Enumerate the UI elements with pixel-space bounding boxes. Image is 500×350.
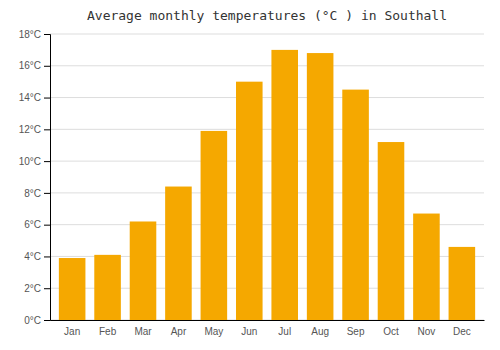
grid-line	[50, 161, 484, 162]
tick: Jun	[241, 326, 257, 337]
tick-mark	[44, 34, 50, 35]
axis-line	[44, 35, 51, 321]
tick-label: May	[204, 326, 223, 337]
axis-line	[51, 320, 485, 321]
grid-line	[50, 34, 484, 35]
tick: Jul	[278, 326, 291, 337]
tick: Nov	[418, 326, 436, 337]
tick: Sep	[347, 326, 365, 337]
tick: 2°C	[24, 283, 50, 294]
tick-label: 14°C	[19, 92, 41, 103]
tick: Mar	[134, 326, 152, 337]
tick-label: 0°C	[24, 315, 41, 326]
bar	[378, 142, 405, 320]
tick: 16°C	[19, 60, 50, 71]
tick: Oct	[383, 326, 399, 337]
grid	[50, 34, 484, 320]
x-axis: Jan Feb Mar Apr May Jun Jul Aug Sep Oct Nov Dec	[51, 321, 485, 338]
tick-label: 18°C	[19, 29, 41, 40]
tick: 14°C	[19, 92, 50, 103]
grid-line	[50, 65, 484, 66]
plot: 0°C 2°C 4°C 6°C 8°C 10°C 12°C 14°C 16°C 18°C Jan Fe…	[19, 29, 485, 337]
tick-label: Jul	[278, 326, 291, 337]
tick-mark	[44, 129, 50, 130]
bar	[449, 247, 476, 320]
tick: Jan	[64, 326, 80, 337]
tick: Dec	[453, 326, 471, 337]
tick: 8°C	[24, 188, 50, 199]
tick: 10°C	[19, 156, 50, 167]
bar	[342, 90, 369, 320]
tick-mark	[44, 288, 50, 289]
tick-label: Mar	[134, 326, 152, 337]
tick-label: 10°C	[19, 156, 41, 167]
bar	[271, 50, 298, 320]
bar	[307, 53, 334, 320]
bar	[165, 187, 192, 320]
tick-mark	[44, 320, 50, 321]
tick: Apr	[171, 326, 187, 337]
tick-mark	[44, 161, 50, 162]
grid-line	[50, 129, 484, 130]
grid-line	[50, 97, 484, 98]
tick-label: 16°C	[19, 60, 41, 71]
tick-label: 8°C	[24, 188, 41, 199]
tick-label: Oct	[383, 326, 399, 337]
tick-label: Jan	[64, 326, 80, 337]
tick-label: 2°C	[24, 283, 41, 294]
bars	[59, 50, 475, 320]
tick: 0°C	[24, 315, 50, 326]
tick-label: 6°C	[24, 219, 41, 230]
tick-mark	[44, 225, 50, 226]
tick: May	[204, 326, 223, 337]
bar	[130, 221, 157, 320]
bar	[236, 82, 263, 320]
tick: 6°C	[24, 219, 50, 230]
tick-label: 12°C	[19, 124, 41, 135]
bar	[94, 255, 121, 320]
tick-label: Aug	[311, 326, 329, 337]
tick: 4°C	[24, 251, 50, 262]
tick-mark	[44, 193, 50, 194]
bar	[413, 214, 440, 320]
grid-line	[50, 192, 484, 193]
tick-label: Dec	[453, 326, 471, 337]
y-axis: 0°C 2°C 4°C 6°C 8°C 10°C 12°C 14°C 16°C 18°C	[19, 29, 51, 326]
tick-mark	[44, 256, 50, 257]
title: Average monthly temperatures (°C ) in So…	[87, 8, 447, 23]
tick-mark	[44, 66, 50, 67]
chart: Average monthly temperatures (°C ) in So…	[0, 0, 500, 350]
bar	[201, 131, 228, 320]
bar	[59, 258, 86, 320]
tick: 18°C	[19, 29, 50, 40]
tick-label: 4°C	[24, 251, 41, 262]
tick: Aug	[311, 326, 329, 337]
tick-label: Feb	[99, 326, 117, 337]
tick-label: Nov	[418, 326, 436, 337]
tick-mark	[44, 98, 50, 99]
tick-label: Apr	[171, 326, 187, 337]
tick-label: Sep	[347, 326, 365, 337]
tick-label: Jun	[241, 326, 257, 337]
tick: Feb	[99, 326, 117, 337]
tick: 12°C	[19, 124, 50, 135]
